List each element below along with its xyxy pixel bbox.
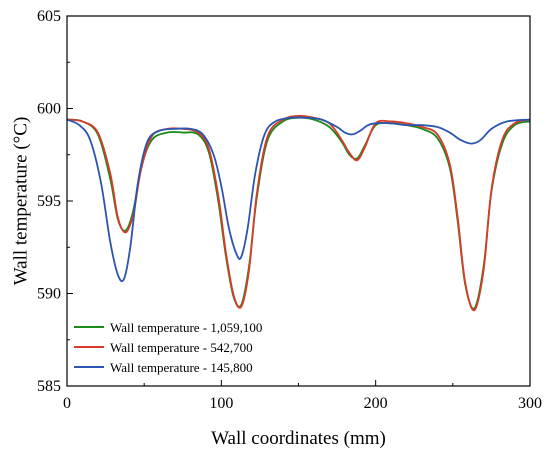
series-line-1 <box>66 116 531 310</box>
x-tick-label: 300 <box>518 395 542 412</box>
x-axis-title: Wall coordinates (mm) <box>211 428 386 449</box>
legend: Wall temperature - 1,059,100 Wall tempera… <box>74 320 262 375</box>
x-tick-label: 0 <box>63 395 71 412</box>
series-group <box>66 114 531 312</box>
x-tick-label: 100 <box>209 395 233 412</box>
x-axis: 0 100 200 300 <box>63 380 542 412</box>
series-line-3 <box>66 116 531 283</box>
y-tick-label: 585 <box>37 378 61 395</box>
y-tick-label: 595 <box>37 193 61 210</box>
y-tick-label: 600 <box>37 101 61 118</box>
y-tick-label: 605 <box>37 8 61 25</box>
x-tick-label: 200 <box>364 395 388 412</box>
legend-label: Wall temperature - 145,800 <box>110 360 253 375</box>
y-tick-label: 590 <box>37 286 61 303</box>
series-line-2 <box>66 114 531 312</box>
legend-label: Wall temperature - 542,700 <box>110 340 253 355</box>
legend-label: Wall temperature - 1,059,100 <box>110 320 262 335</box>
y-axis: 585 590 595 600 605 <box>37 8 73 395</box>
y-axis-title: Wall temperature (°C) <box>11 117 32 286</box>
